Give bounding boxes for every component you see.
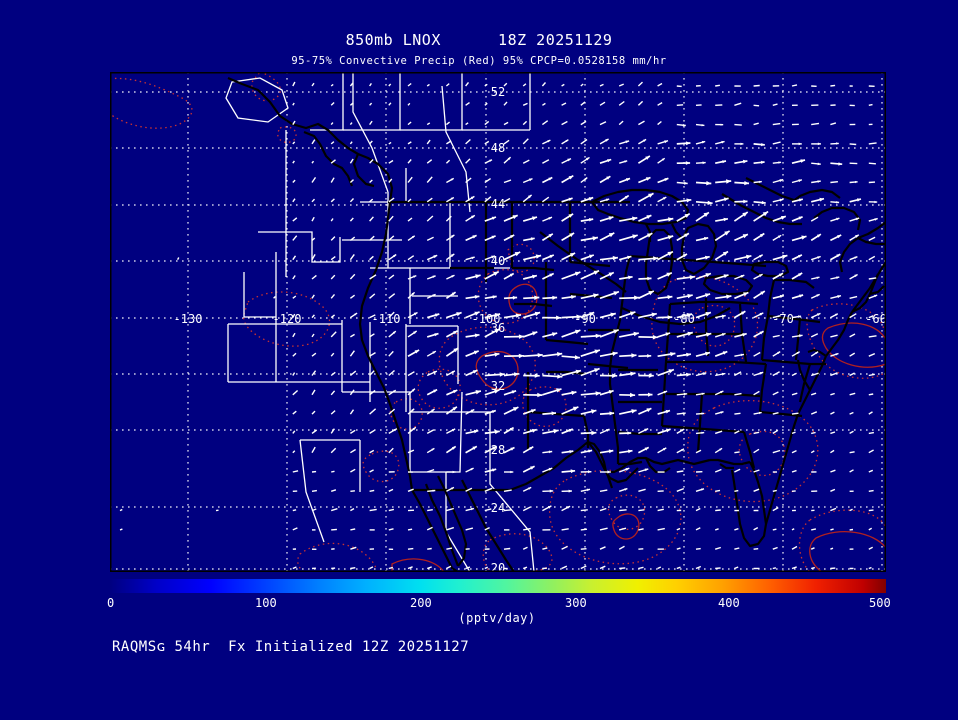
colorbar-tick-400: 400 bbox=[718, 596, 740, 610]
svg-text:32: 32 bbox=[491, 379, 505, 393]
map-svg: -130 -120 -110 -100 -90 -80 -70 -60 52 4… bbox=[110, 72, 886, 572]
lat-tick-labels: 52 48 44 40 36 32 28 24 20 bbox=[491, 85, 505, 572]
colorbar-tick-0: 0 bbox=[107, 596, 115, 610]
precip-95pct-contours bbox=[391, 283, 886, 572]
svg-text:-130: -130 bbox=[174, 312, 203, 326]
map-border bbox=[110, 72, 886, 572]
svg-text:52: 52 bbox=[491, 85, 505, 99]
svg-text:-120: -120 bbox=[273, 312, 302, 326]
svg-text:48: 48 bbox=[491, 141, 505, 155]
colorbar-tick-100: 100 bbox=[255, 596, 277, 610]
colorbar-tick-500: 500 bbox=[869, 596, 891, 610]
plot-title: 850mb LNOX 18Z 20251129 bbox=[345, 31, 613, 49]
plot-subtitle: 95-75% Convective Precip (Red) 95% CPCP=… bbox=[291, 55, 667, 67]
svg-text:40: 40 bbox=[491, 254, 505, 268]
model-run-caption: RAQMSɢ 54hr Fx Initialized 12Z 20251127 bbox=[112, 639, 470, 655]
map-panel: -130 -120 -110 -100 -90 -80 -70 -60 52 4… bbox=[110, 72, 886, 572]
svg-text:-100: -100 bbox=[472, 312, 501, 326]
colorbar-tick-200: 200 bbox=[410, 596, 432, 610]
colorbar-unit-label: (pptv/day) bbox=[458, 611, 536, 625]
svg-text:-70: -70 bbox=[772, 312, 794, 326]
svg-text:36: 36 bbox=[491, 321, 505, 335]
svg-text:-80: -80 bbox=[673, 312, 695, 326]
svg-text:-110: -110 bbox=[372, 312, 401, 326]
colorbar bbox=[110, 579, 886, 593]
svg-text:28: 28 bbox=[491, 443, 505, 457]
colorbar-gradient bbox=[110, 579, 886, 593]
lon-tick-labels: -130 -120 -110 -100 -90 -80 -70 -60 bbox=[174, 312, 886, 326]
svg-text:20: 20 bbox=[491, 561, 505, 572]
state-borders bbox=[225, 72, 535, 572]
wind-vectors bbox=[119, 81, 878, 570]
svg-text:24: 24 bbox=[491, 501, 505, 515]
svg-text:-60: -60 bbox=[865, 312, 886, 326]
svg-text:-90: -90 bbox=[574, 312, 596, 326]
svg-text:44: 44 bbox=[491, 197, 505, 211]
colorbar-tick-300: 300 bbox=[565, 596, 587, 610]
